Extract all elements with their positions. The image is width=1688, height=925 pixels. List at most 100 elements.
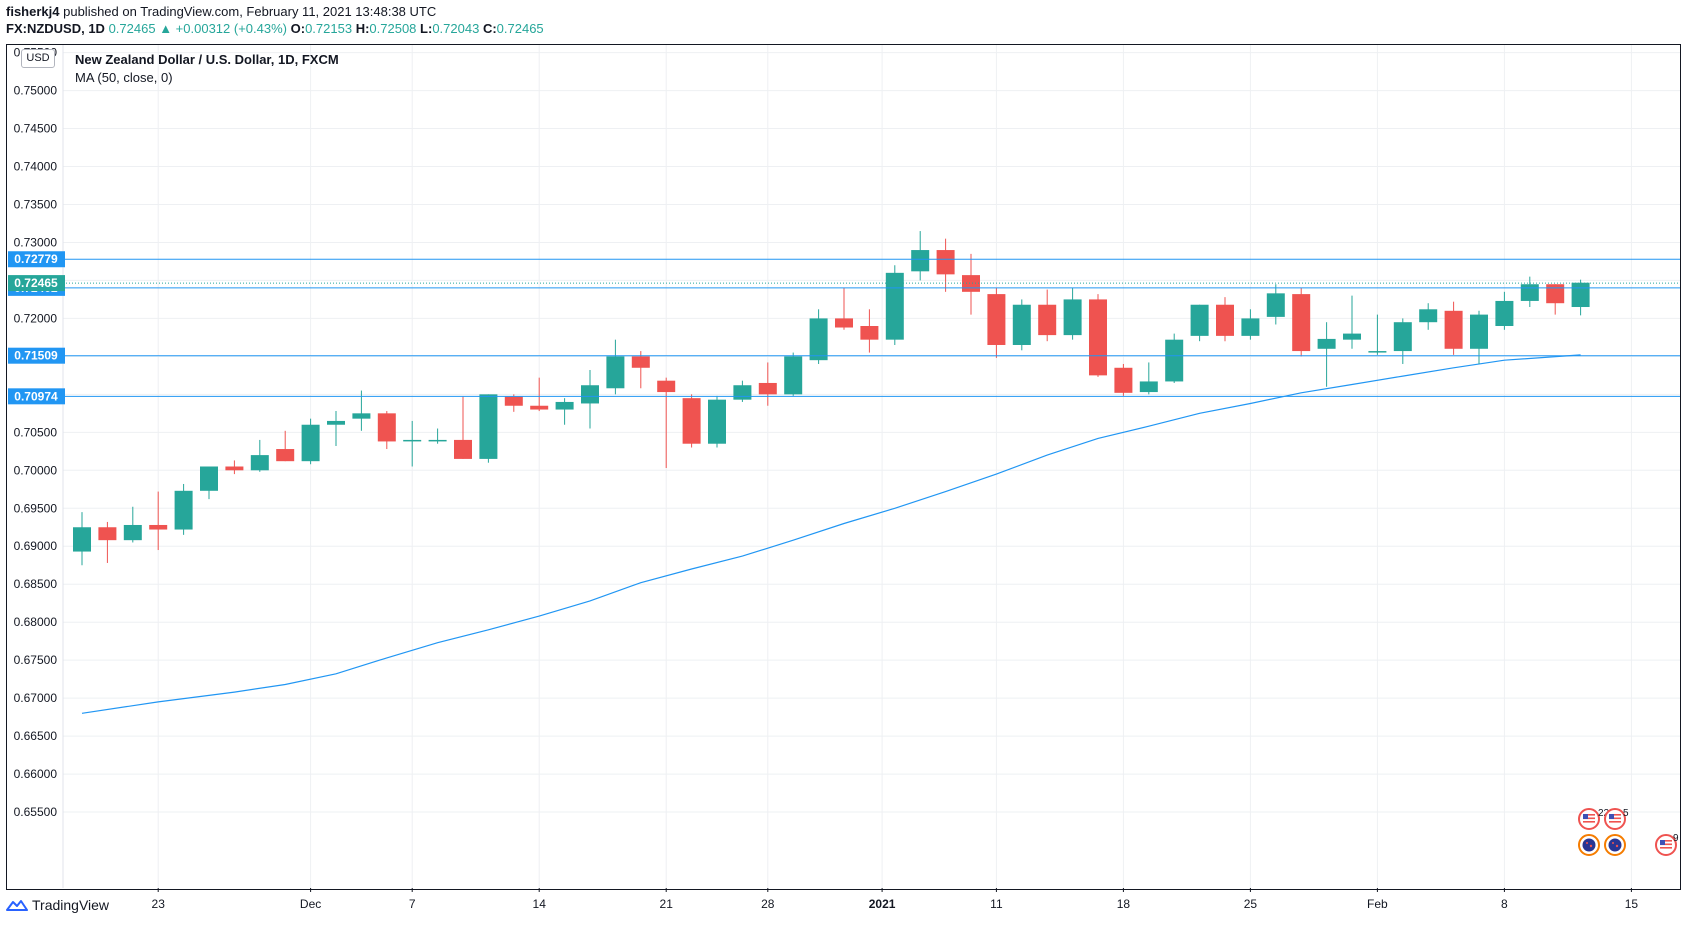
candle	[1368, 314, 1387, 355]
candle-body	[1444, 310, 1463, 349]
candle-body	[1368, 351, 1387, 353]
candle-body	[1520, 284, 1539, 301]
currency-badge[interactable]: USD	[21, 49, 55, 68]
y-tick-label: 0.68000	[14, 615, 58, 629]
candle	[555, 398, 574, 425]
candle-body	[784, 356, 803, 395]
y-tick-label: 0.74000	[14, 160, 58, 174]
candle-body	[1165, 339, 1184, 382]
y-tick-label: 0.73000	[14, 235, 58, 249]
price-axis: 0.755000.750000.745000.740000.735000.730…	[14, 45, 64, 888]
candle	[98, 521, 117, 563]
candle	[225, 460, 244, 475]
us-flag-stripe	[1660, 840, 1672, 842]
candle-body	[657, 380, 676, 393]
symbol-header: FX:NZDUSD, 1D 0.72465 ▲ +0.00312 (+0.43%…	[6, 21, 544, 36]
candle	[250, 439, 269, 472]
candle	[530, 377, 549, 412]
candle-body	[708, 399, 726, 444]
candle-body	[911, 250, 930, 272]
nz-flag-star	[1612, 842, 1614, 844]
candle-body	[1292, 294, 1311, 352]
candle-body	[758, 382, 777, 395]
y-tick-label: 0.70500	[14, 425, 58, 439]
candle	[1139, 362, 1158, 395]
candle-body	[1063, 299, 1082, 336]
candle-body	[428, 439, 447, 442]
footer-brand-text: TradingView	[32, 897, 110, 913]
candle	[123, 506, 142, 543]
candle-body	[250, 455, 269, 471]
candle-body	[962, 275, 980, 292]
candle	[1063, 288, 1082, 340]
candle-body	[1241, 318, 1260, 336]
event-count-label: 9	[1673, 833, 1679, 844]
candle-body	[555, 401, 574, 410]
nz-flag-field	[1608, 838, 1622, 852]
indicator-legend[interactable]: MA (50, close, 0)	[75, 70, 173, 85]
event-count-label: 5	[1623, 808, 1629, 819]
nz-flag-field	[1582, 838, 1596, 852]
x-tick-label: Feb	[1367, 897, 1388, 911]
candle	[682, 394, 701, 448]
x-tick-label: 14	[533, 897, 547, 911]
last-price-bg	[8, 275, 65, 292]
candle-body	[352, 413, 371, 419]
us-flag-canton	[1583, 814, 1588, 819]
candle	[1266, 284, 1285, 325]
us-flag-stripe	[1583, 814, 1595, 816]
y-tick-label: 0.68500	[14, 577, 58, 591]
candle-body	[327, 420, 345, 425]
moving-average	[81, 354, 1581, 714]
close-label: C:	[482, 21, 497, 36]
candle	[1343, 295, 1361, 349]
candle	[1089, 294, 1107, 377]
candle	[987, 288, 1006, 358]
symbol-name[interactable]: FX:NZDUSD, 1D	[6, 21, 105, 36]
tradingview-logo-icon	[6, 900, 28, 911]
candle	[352, 390, 371, 431]
candle-body	[504, 396, 523, 406]
chart-frame	[6, 44, 1681, 890]
candle	[1520, 276, 1539, 308]
open-label: O:	[290, 21, 306, 36]
close-value: 0.72465	[496, 21, 544, 36]
candle-body	[606, 356, 625, 389]
level-label-bg	[8, 347, 65, 364]
candle	[911, 231, 930, 281]
candle	[1292, 288, 1311, 357]
nz-flag-star	[1589, 844, 1593, 848]
y-tick-label: 0.73500	[14, 197, 58, 211]
candle-body	[200, 466, 218, 491]
published-text: published on TradingView.com, February 1…	[63, 4, 437, 19]
candle	[809, 309, 828, 364]
candle-body	[809, 318, 828, 361]
candle	[708, 395, 726, 448]
x-tick-label: 21	[660, 897, 674, 911]
last-price-label: 0.72465	[14, 276, 58, 290]
footer-brand[interactable]: TradingView	[6, 897, 109, 913]
candle	[200, 466, 218, 500]
y-tick-label: 0.72000	[14, 311, 58, 325]
candle	[327, 411, 345, 446]
candle	[1546, 284, 1565, 315]
us-flag-stripe	[1583, 817, 1595, 820]
candle-body	[987, 294, 1006, 345]
candle-body	[301, 424, 320, 462]
us-flag-stripe	[1609, 814, 1621, 816]
x-tick-label: 18	[1117, 897, 1131, 911]
y-tick-label: 0.75000	[14, 84, 58, 98]
level-label: 0.72779	[14, 252, 58, 266]
candle-body	[1089, 299, 1107, 376]
candle-body	[1419, 309, 1438, 323]
candle	[403, 420, 422, 467]
candle-body	[1190, 304, 1209, 336]
candle-body	[1266, 293, 1285, 317]
candle	[885, 265, 904, 345]
us-flag-stripe	[1609, 817, 1621, 820]
y-tick-label: 0.70000	[14, 463, 58, 477]
low-value: 0.72043	[432, 21, 480, 36]
ma-line	[81, 354, 1581, 714]
publisher-name[interactable]: fisherkj4	[6, 4, 60, 19]
